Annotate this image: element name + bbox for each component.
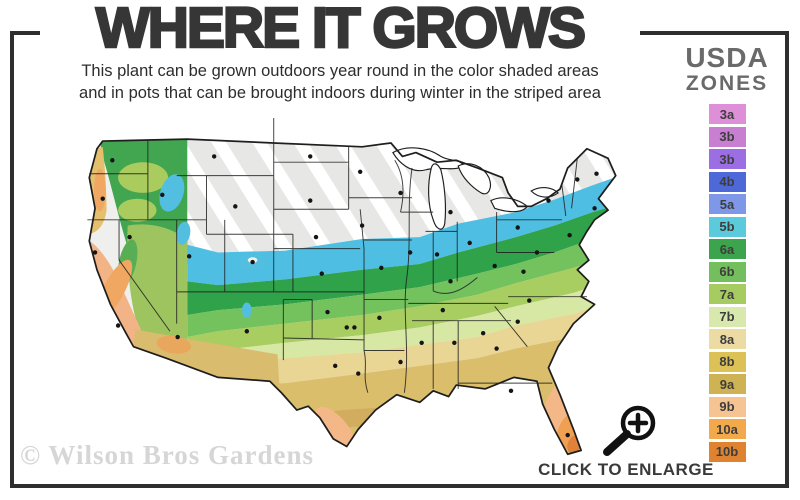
zone5-band	[187, 171, 616, 286]
zone-list: 3a 3b 3b 4b 5a 5b 6a 6b 7a 7b 8a 8b 9a 9b 10a 10b	[664, 104, 790, 464]
zone-swatch-3b: 3b	[708, 126, 746, 147]
zone-swatch-9a: 9a	[708, 374, 746, 395]
zone-swatch-6a: 6a	[708, 239, 746, 260]
zone7b-band	[187, 273, 616, 372]
zone-swatch-3b: 3b	[708, 149, 746, 170]
zone-swatch-10b: 10b	[708, 441, 746, 462]
columbia-plateau	[118, 162, 169, 193]
wasatch-blue	[176, 221, 191, 245]
coast-valley-orange	[94, 168, 106, 212]
zone-swatch-7b: 7b	[708, 306, 746, 327]
legend-subtitle: ZONES	[685, 72, 769, 95]
zone8a-band	[187, 294, 616, 387]
zone-swatch-5b: 5b	[708, 216, 746, 237]
oregon-high-desert	[118, 198, 157, 222]
usda-zones-legend: USDA ZONES 3a 3b 3b 4b 5a 5b 6a 6b 7a 7b 8a 8b 9a 9b 1…	[664, 44, 790, 464]
lake-huron	[457, 163, 491, 195]
zone-swatch-8a: 8a	[708, 329, 746, 350]
phoenix-desert-orange	[156, 335, 191, 354]
new-mexico-mountain-blue	[242, 302, 252, 318]
zone6a-band	[187, 200, 616, 315]
zone6b-band	[187, 225, 616, 338]
zone7a-band	[187, 250, 616, 357]
state-borders	[87, 118, 587, 393]
subtitle-line2: and in pots that can be brought indoors …	[79, 84, 601, 103]
watermark: © Wilson Bros Gardens	[20, 440, 314, 470]
zone-swatch-6b: 6b	[708, 261, 746, 282]
header: WHERE IT GROWS This plant can be grown o…	[40, 0, 640, 111]
us-hardiness-zone-map[interactable]	[60, 118, 645, 460]
subtitle: This plant can be grown outdoors year ro…	[40, 60, 640, 105]
subtitle-line1: This plant can be grown outdoors year ro…	[81, 62, 599, 80]
zone-swatch-10a: 10a	[708, 419, 746, 440]
south-texas-peach	[314, 407, 356, 455]
idaho-mountain-blue	[159, 174, 185, 212]
enlarge-label[interactable]: CLICK TO ENLARGE	[538, 460, 714, 479]
zone-swatch-5a: 5a	[708, 194, 746, 215]
zone-swatch-3a: 3a	[708, 104, 746, 125]
legend-title: USDA	[685, 42, 769, 73]
lake-michigan	[428, 163, 447, 230]
zone-swatch-4b: 4b	[708, 171, 746, 192]
zone-swatch-7a: 7a	[708, 284, 746, 305]
page-title: WHERE IT GROWS	[95, 0, 588, 60]
us-outline	[88, 138, 617, 456]
magnifier-plus-icon[interactable]	[581, 402, 671, 458]
zone-swatch-9b: 9b	[708, 396, 746, 417]
great-basin-region	[127, 224, 188, 345]
city-dots	[92, 154, 599, 438]
zone-swatch-8b: 8b	[708, 351, 746, 372]
click-to-enlarge-control[interactable]: CLICK TO ENLARGE	[536, 402, 716, 480]
